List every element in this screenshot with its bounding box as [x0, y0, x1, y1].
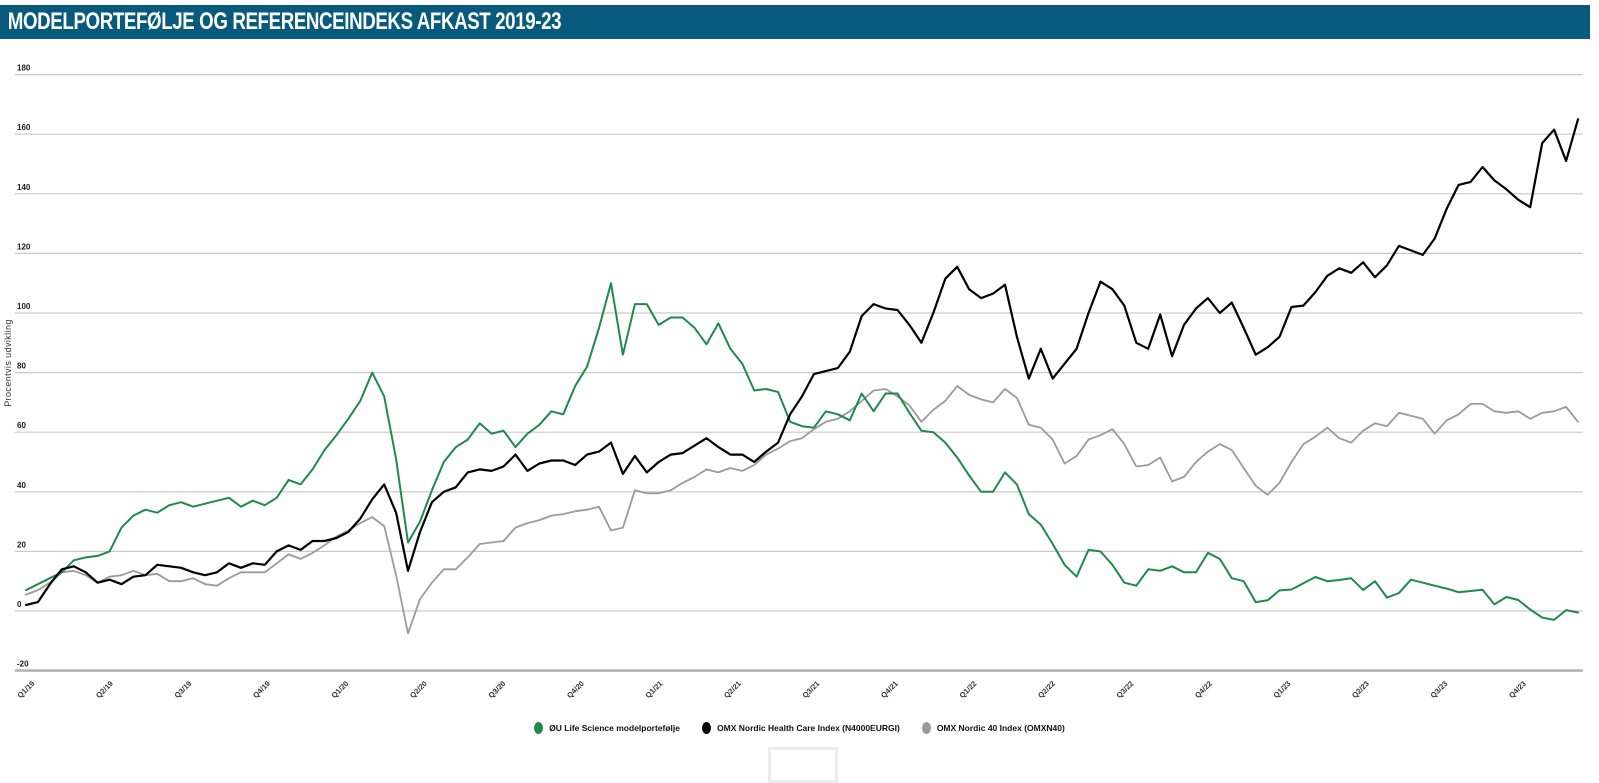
legend-label: OMX Nordic 40 Index (OMXN40) — [936, 723, 1065, 733]
watermark-box — [768, 747, 838, 783]
y-tick-label: 20 — [17, 540, 26, 549]
legend-item-modelportefolje: ØU Life Science modelportefølje — [534, 722, 680, 734]
y-tick-label: 100 — [17, 302, 31, 311]
x-tick-label: Q2/19 — [94, 679, 115, 700]
legend-marker-icon — [702, 722, 712, 734]
legend-label: OMX Nordic Health Care Index (N4000EURGI… — [717, 723, 900, 733]
legend-marker-icon — [534, 722, 544, 734]
x-tick-label: Q2/21 — [722, 679, 743, 700]
series-line-2 — [25, 385, 1579, 635]
x-tick-label: Q2/22 — [1036, 679, 1057, 700]
x-tick-label: Q1/19 — [16, 679, 37, 700]
x-tick-label: Q1/22 — [958, 679, 979, 700]
x-tick-label: Q3/23 — [1429, 679, 1450, 700]
y-tick-label: 60 — [17, 421, 26, 430]
x-tick-label: Q1/21 — [644, 679, 665, 700]
y-tick-label: 160 — [17, 123, 31, 132]
x-tick-label: Q4/22 — [1193, 679, 1214, 700]
x-tick-label: Q4/23 — [1507, 679, 1528, 700]
x-tick-label: Q2/23 — [1350, 679, 1371, 700]
x-tick-label: Q1/20 — [330, 679, 351, 700]
x-tick-label: Q4/20 — [565, 679, 586, 700]
legend-marker-icon — [921, 722, 931, 734]
x-tick-label: Q3/20 — [487, 679, 508, 700]
legend-item-omxn40-index: OMX Nordic 40 Index (OMXN40) — [921, 722, 1065, 734]
legend-item-health-care-index: OMX Nordic Health Care Index (N4000EURGI… — [702, 722, 900, 734]
y-tick-label: 40 — [17, 481, 26, 490]
x-tick-label: Q1/23 — [1272, 679, 1293, 700]
y-axis-title: Procentvis udvikling — [3, 319, 13, 407]
y-tick-label: 0 — [17, 600, 22, 609]
y-tick-label: 120 — [17, 242, 31, 251]
x-tick-label: Q3/19 — [173, 679, 194, 700]
series-line-1 — [24, 118, 1580, 607]
y-tick-label: 80 — [17, 362, 26, 371]
x-tick-label: Q3/21 — [801, 679, 822, 700]
y-tick-label: 180 — [17, 64, 31, 73]
y-tick-label: -20 — [17, 660, 29, 669]
y-tick-label: 140 — [17, 183, 31, 192]
x-tick-label: Q4/19 — [251, 679, 272, 700]
series-line-0 — [25, 282, 1579, 621]
x-tick-label: Q4/21 — [879, 679, 900, 700]
page-title: MODELPORTEFØLJE OG REFERENCEINDEKS AFKAS… — [7, 8, 562, 35]
chart-legend: ØU Life Science modelportefølje OMX Nord… — [0, 722, 1599, 734]
legend-label: ØU Life Science modelportefølje — [549, 723, 681, 733]
x-tick-label: Q3/22 — [1115, 679, 1136, 700]
x-tick-label: Q2/20 — [408, 679, 429, 700]
chart-title-bar: MODELPORTEFØLJE OG REFERENCEINDEKS AFKAS… — [0, 5, 1590, 39]
